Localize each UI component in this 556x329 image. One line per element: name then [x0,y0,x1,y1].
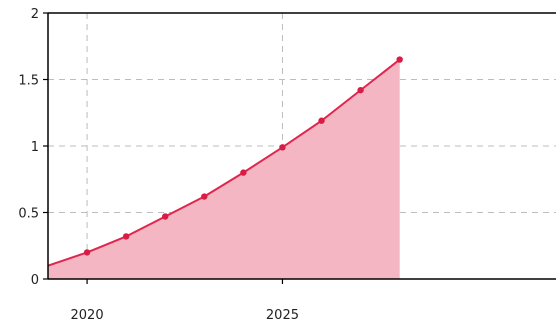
data-point [357,86,364,94]
data-point [83,249,91,256]
data-point [318,117,325,124]
data-point [396,56,403,63]
y-tick-label: 1.5 [18,74,39,89]
y-tick-label: 0 [31,273,39,288]
data-point [201,193,208,200]
y-tick-label: 1 [31,140,39,155]
series-line [47,58,401,267]
y-axis-tick-labels: 0 0.5 1 1.5 2 [18,7,39,288]
x-axis-tick-labels: 2020 2025 [71,308,299,323]
data-point [162,213,169,220]
axes [43,12,556,284]
y-tick-label: 2 [31,7,39,22]
x-tick-label: 2025 [266,308,299,323]
data-points [83,56,403,256]
data-point [279,144,286,151]
area-fill [48,59,400,279]
data-point [240,169,247,176]
data-point [122,233,130,240]
y-tick-label: 0.5 [18,207,39,222]
x-tick-label: 2020 [71,308,104,323]
